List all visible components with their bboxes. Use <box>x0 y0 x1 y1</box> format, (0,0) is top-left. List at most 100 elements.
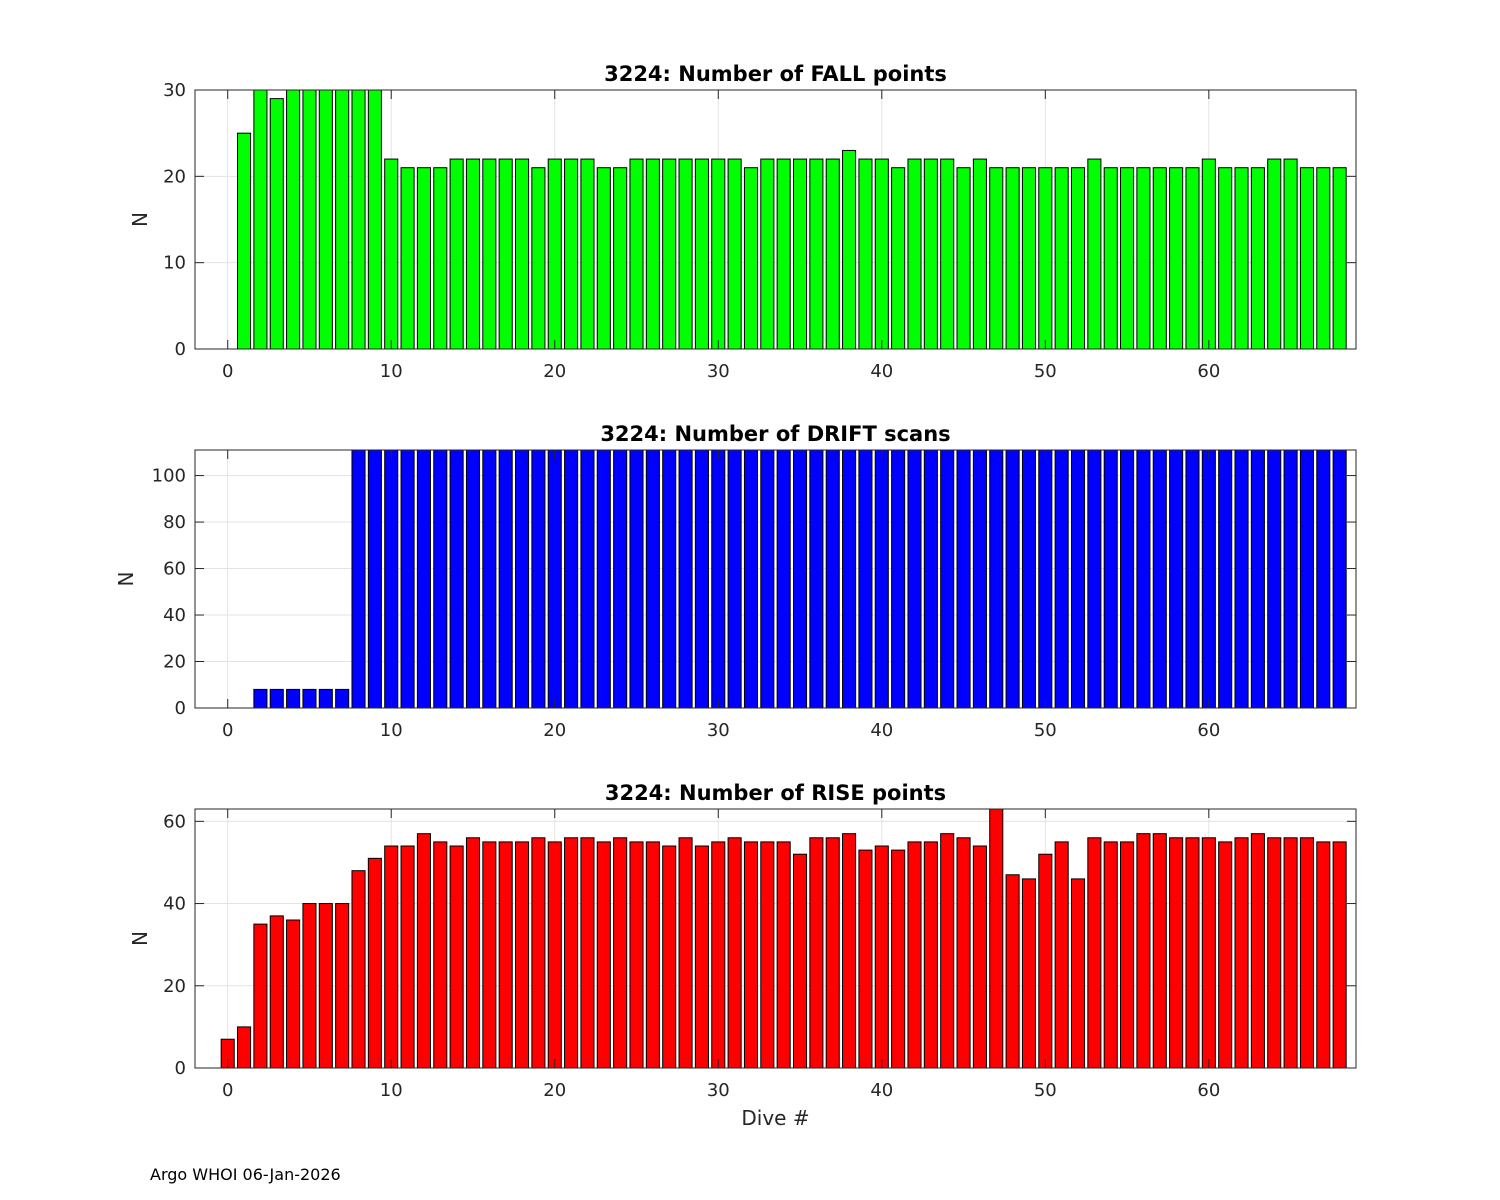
rise-points-panel: 0 10 20 30 40 50 60 0 20 40 60 3224: Number of RISE… <box>128 781 1357 1130</box>
bar <box>1332 167 1347 349</box>
footer-credit: Argo WHOI 06-Jan-2026 <box>150 1165 341 1184</box>
bar <box>286 688 301 708</box>
bar <box>792 450 808 708</box>
bar <box>449 158 464 349</box>
bar <box>531 837 546 1068</box>
bar <box>351 90 366 349</box>
x-tick-label: 60 <box>1197 361 1220 382</box>
bar <box>1201 450 1216 708</box>
bar <box>760 158 775 349</box>
bar <box>596 167 611 349</box>
bar <box>515 450 530 708</box>
x-tick-label: 20 <box>543 720 566 741</box>
bar <box>1103 841 1118 1068</box>
bar <box>874 158 889 349</box>
bar <box>580 837 595 1068</box>
x-tick-label: 40 <box>870 361 893 382</box>
bar <box>613 837 628 1068</box>
y-tick-label: 0 <box>175 1058 186 1079</box>
bar <box>1038 450 1053 708</box>
y-tick-label: 40 <box>163 894 186 915</box>
bar <box>858 849 873 1068</box>
axes-box <box>194 449 1357 709</box>
bar <box>858 450 873 708</box>
bar <box>776 841 791 1068</box>
bar <box>433 450 448 708</box>
bar <box>1234 450 1249 708</box>
x-tick-label: 30 <box>707 720 730 741</box>
y-axis-label: N <box>114 572 138 587</box>
bar <box>335 688 350 708</box>
x-tick-label: 30 <box>707 361 730 382</box>
bar <box>727 158 742 349</box>
bar <box>645 450 660 708</box>
bar <box>1332 841 1347 1068</box>
bar <box>302 90 317 349</box>
y-tick-label: 100 <box>152 466 186 487</box>
bar <box>1087 837 1102 1068</box>
bar <box>1120 167 1135 349</box>
bar <box>1070 167 1086 349</box>
bar <box>940 833 955 1068</box>
x-tick-label: 0 <box>222 361 233 382</box>
y-tick-label: 30 <box>163 80 186 101</box>
bar <box>1234 837 1249 1068</box>
bar <box>1169 450 1184 708</box>
bar <box>384 158 399 349</box>
bar <box>989 450 1004 708</box>
bar <box>237 132 252 349</box>
bar <box>809 158 824 349</box>
bar <box>482 841 497 1068</box>
bar <box>1021 450 1036 708</box>
bar <box>694 845 709 1068</box>
bar <box>956 837 971 1068</box>
bar <box>972 450 987 708</box>
bar <box>1201 158 1216 349</box>
x-tick-label: 30 <box>707 1080 730 1101</box>
bar <box>1136 833 1151 1068</box>
bar <box>1038 853 1053 1068</box>
bar <box>416 167 431 349</box>
y-axis-label: N <box>128 931 152 946</box>
bar <box>286 90 301 349</box>
bar <box>694 450 709 708</box>
bar <box>465 837 481 1068</box>
chart-title: 3224: Number of DRIFT scans <box>600 422 950 446</box>
x-tick-label: 40 <box>870 720 893 741</box>
bar <box>416 450 431 708</box>
bar <box>1250 833 1265 1068</box>
x-tick-label: 0 <box>222 720 233 741</box>
bar <box>825 158 840 349</box>
y-tick-label: 80 <box>163 512 186 533</box>
bar <box>367 450 382 708</box>
x-tick-label: 20 <box>543 361 566 382</box>
bar <box>1038 167 1053 349</box>
bar <box>498 158 513 349</box>
bar <box>335 90 350 349</box>
bar <box>384 450 399 708</box>
bar <box>694 158 709 349</box>
bar <box>1005 874 1020 1068</box>
x-tick-label: 0 <box>222 1080 233 1101</box>
bar-series <box>220 809 1347 1068</box>
bar-series <box>204 450 1347 708</box>
bar <box>776 158 791 349</box>
y-axis-label: N <box>128 212 152 227</box>
bar <box>1299 167 1314 349</box>
bar <box>923 841 938 1068</box>
y-tick-label: 20 <box>163 976 186 997</box>
axes-box <box>194 808 1357 1069</box>
bar <box>1120 841 1135 1068</box>
x-axis-label: Dive # <box>741 1106 809 1130</box>
y-tick-label: 20 <box>163 166 186 187</box>
bar <box>253 923 268 1068</box>
bar <box>515 158 530 349</box>
bar <box>564 450 579 708</box>
bar <box>662 450 677 708</box>
bar <box>547 450 562 708</box>
x-tick-label: 10 <box>380 1080 403 1101</box>
bar <box>1283 158 1298 349</box>
bar <box>580 158 595 349</box>
bar <box>842 450 857 708</box>
bar <box>564 837 579 1068</box>
